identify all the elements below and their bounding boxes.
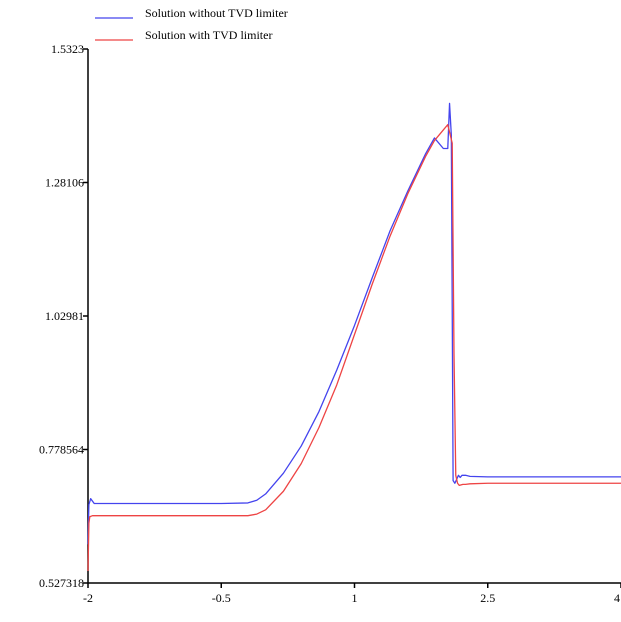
x-tick-label: 4 <box>614 591 620 605</box>
series-line-with-tvd <box>87 123 621 571</box>
x-tick-label: 1 <box>352 591 358 605</box>
ticks: 0.527318 0.778564 1.02981 1.28106 1.5323 -2 -0… <box>39 42 621 605</box>
y-tick-label: 1.28106 <box>45 175 84 189</box>
x-tick-label: -0.5 <box>212 591 231 605</box>
y-tick-label: 1.02981 <box>45 309 84 323</box>
legend-label: Solution with TVD limiter <box>145 28 272 42</box>
legend-label: Solution without TVD limiter <box>145 6 288 20</box>
series-group <box>87 102 621 571</box>
x-tick-label: -2 <box>83 591 93 605</box>
y-tick-label: 0.778564 <box>39 442 84 456</box>
x-tick-label: 2.5 <box>480 591 495 605</box>
legend: Solution without TVD limiter Solution wit… <box>95 6 288 42</box>
series-line-without-tvd <box>87 102 621 545</box>
y-tick-label: 0.527318 <box>39 576 84 590</box>
y-tick-label: 1.5323 <box>51 42 84 56</box>
